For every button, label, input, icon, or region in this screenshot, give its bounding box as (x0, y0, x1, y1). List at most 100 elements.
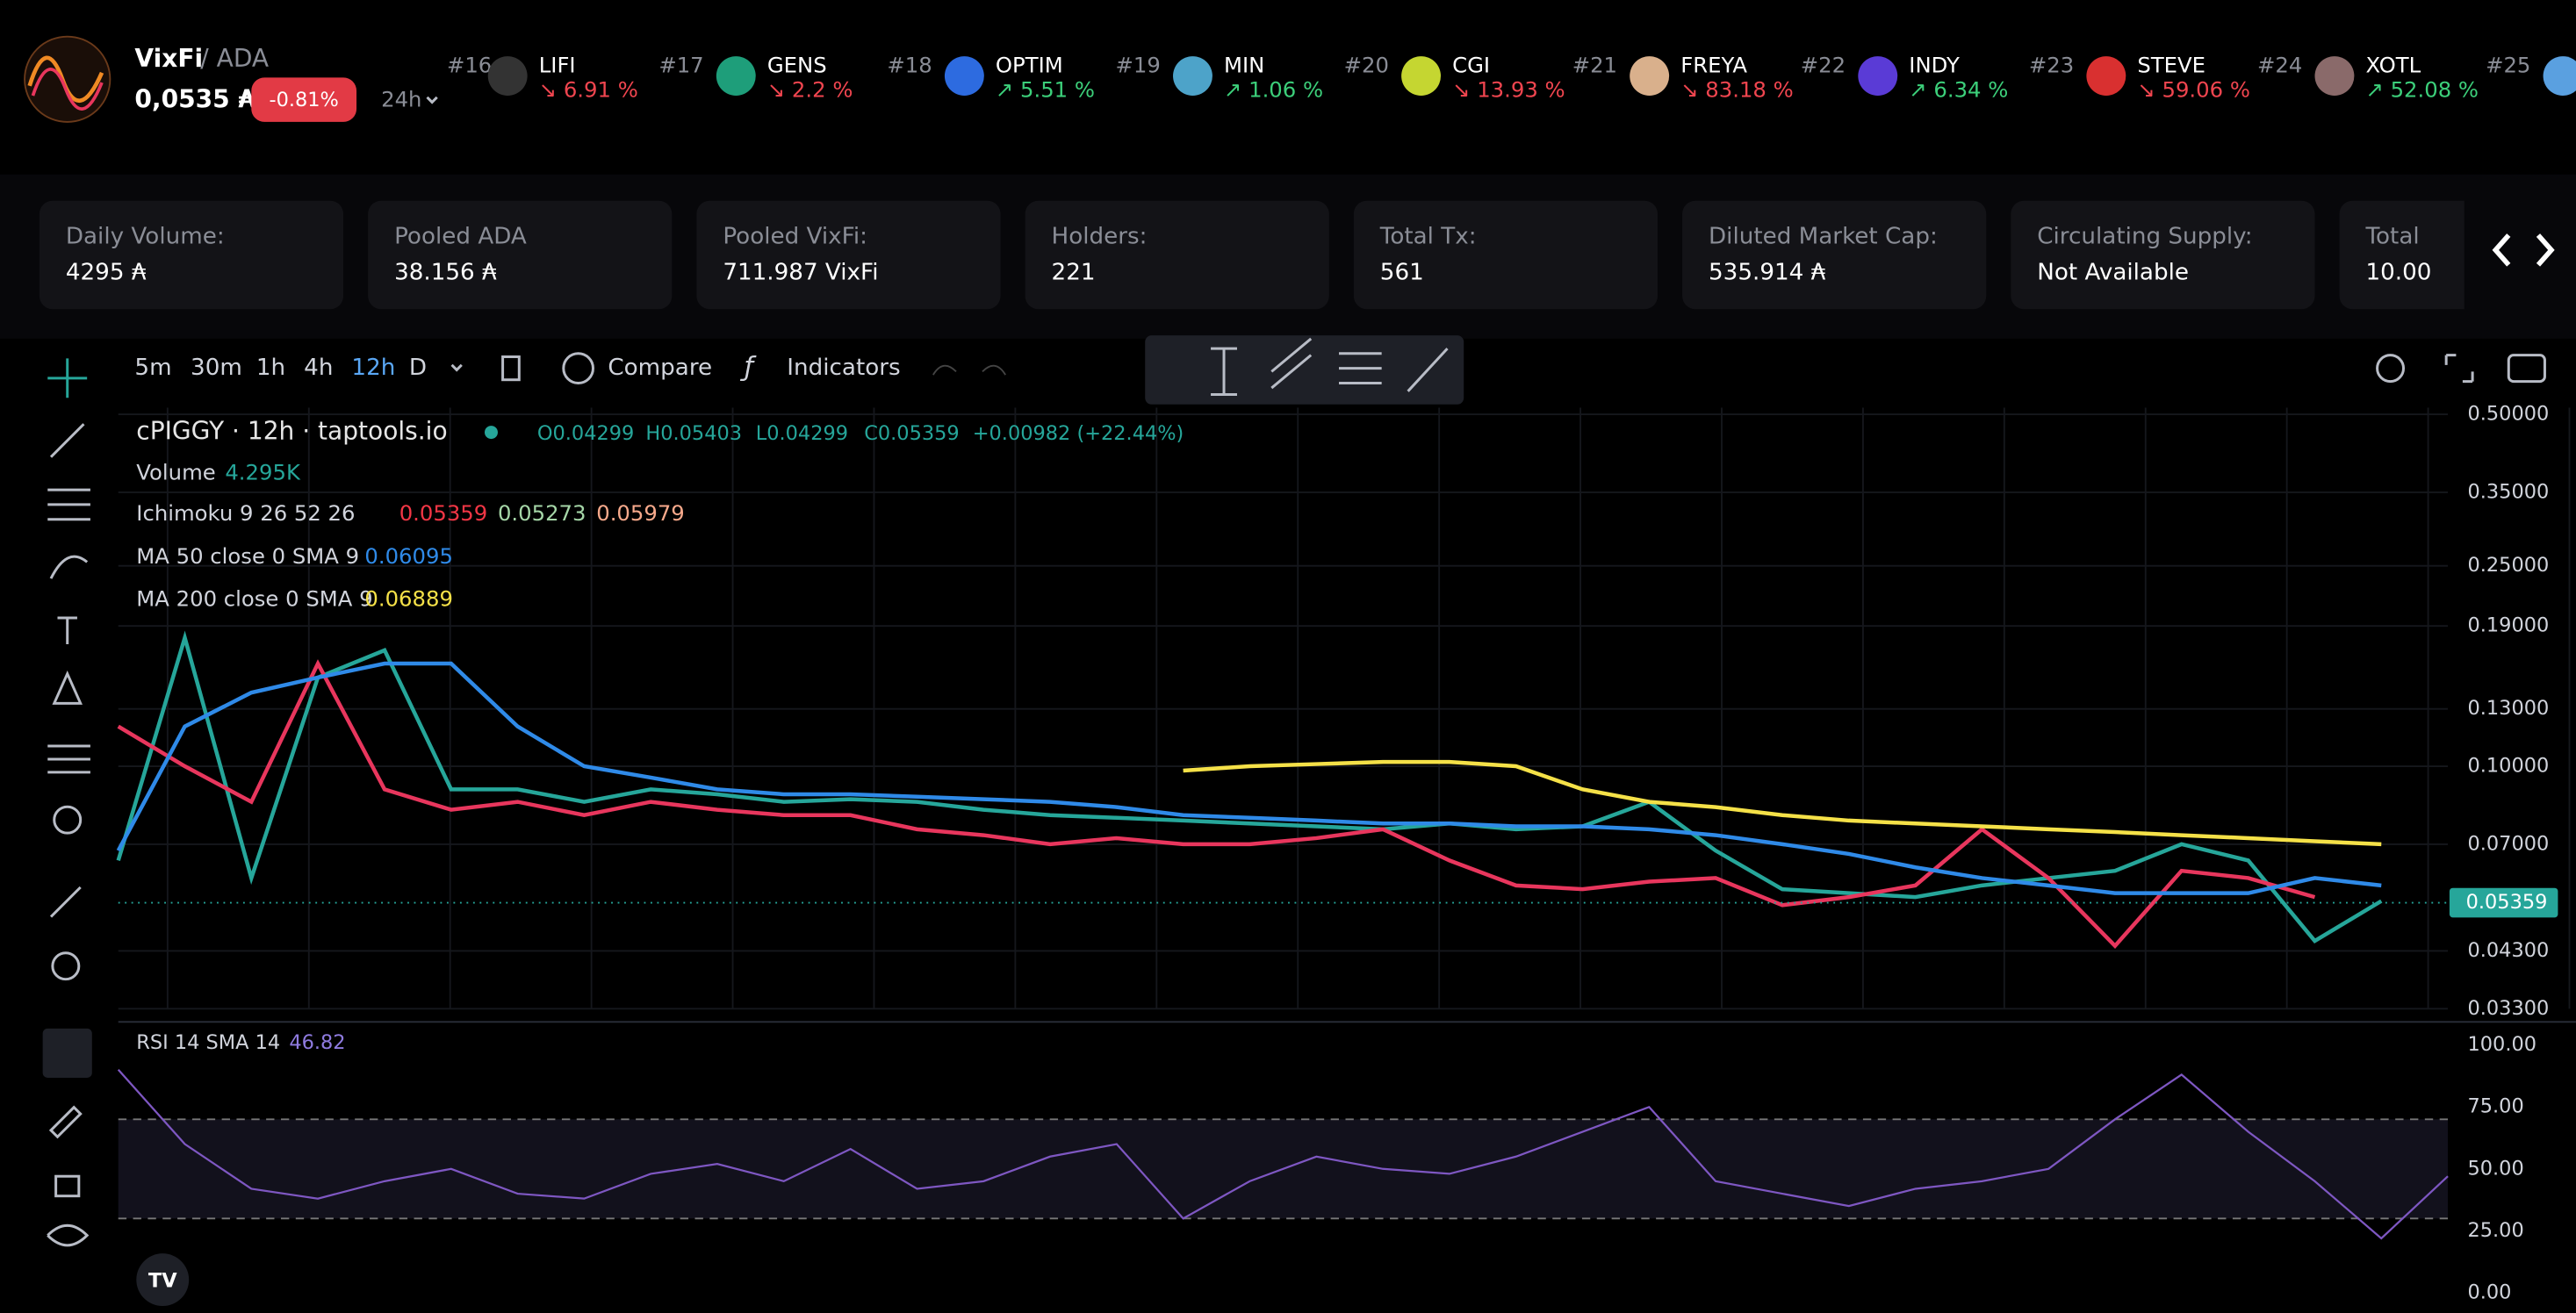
charts: 0.50000 0.35000 0.25000 0.19000 0.13000 0.100… (116, 403, 2571, 1304)
series-line (1183, 759, 2382, 847)
pair: / ADA (200, 44, 269, 73)
y-tick-label: 0.19000 (2468, 614, 2550, 637)
rsi-value: 46.82 (289, 1031, 345, 1054)
ticker-change: ↗ 5.51 % (996, 76, 1095, 102)
ticker-name[interactable]: INDY (1909, 52, 1960, 77)
series-line (117, 1069, 2449, 1240)
change-pill (251, 77, 357, 122)
interval-button[interactable]: 12h (351, 355, 395, 381)
ticker-change: ↘ 59.06 % (2137, 76, 2250, 102)
ticker-name[interactable]: FREYA (1680, 52, 1747, 77)
y-tick-label: 0.50000 (2468, 403, 2550, 426)
stat-label: Daily Volume: (66, 223, 225, 249)
ticker-change: ↗ 52.08 % (2365, 76, 2479, 102)
series-line (116, 630, 2383, 944)
y-tick-label: 0.07000 (2468, 832, 2550, 855)
stat-label: Pooled ADA (394, 223, 527, 249)
stats: Daily Volume: 4295 ₳ Pooled ADA 38.156 ₳ Poo… (39, 200, 2464, 310)
interval-select[interactable]: 24h (381, 87, 421, 112)
scroll-left[interactable] (2492, 233, 2511, 267)
chevron (426, 96, 438, 104)
ticker-change: ↘ 13.93 % (1452, 76, 1565, 102)
legend-name: MA 200 close 0 SMA 9 (136, 585, 372, 611)
ticker-change: ↘ 2.2 % (767, 76, 853, 102)
interval-button[interactable]: D (409, 355, 427, 381)
ohlc-value: O0.04299 (537, 422, 634, 445)
stat-label: Total (2364, 223, 2419, 249)
live-dot (484, 426, 498, 440)
stat-card (368, 200, 673, 310)
compare-icon[interactable] (562, 352, 594, 384)
ticker-rank: #25 (2486, 52, 2530, 77)
stat-value: 561 (1380, 260, 1424, 286)
stat-card (1025, 200, 1329, 310)
ticker-rank: #18 (887, 52, 932, 77)
interval-button[interactable]: 5m (134, 355, 171, 381)
interval-button[interactable]: 1h (256, 355, 285, 381)
chart-title: cPIGGY · 12h · taptools.io (136, 417, 447, 446)
legend-value: 4.295K (225, 459, 301, 484)
price-tag-label: 0.05359 (2466, 891, 2548, 914)
ohlc-value: L0.04299 (756, 422, 848, 445)
ticker-name[interactable]: STEVE (2137, 52, 2205, 77)
redo[interactable] (982, 364, 1006, 376)
ticker: #16 LIFI↘ 6.91 %#17 GENS↘ 2.2 %#18 OPTIM↗ 5… (447, 52, 2576, 102)
indicators-icon: ƒ (740, 352, 757, 383)
y-tick-label: 0.13000 (2468, 697, 2550, 720)
stat-value: 38.156 ₳ (394, 260, 497, 286)
ticker-name[interactable]: GENS (767, 52, 827, 77)
ticker-name[interactable]: XOTL (2365, 52, 2421, 77)
ticker-rank: #17 (658, 52, 703, 77)
legend-value: 0.06889 (364, 585, 453, 611)
ticker-icon (2543, 56, 2576, 96)
stat-label: Total Tx: (1379, 223, 1477, 249)
price: 0,0535 ₳ (134, 85, 255, 114)
y-tick-label: 50.00 (2468, 1157, 2524, 1180)
stat-card (696, 200, 1001, 310)
stat-value: Not Available (2037, 260, 2189, 286)
ticker-name[interactable]: CGI (1452, 52, 1490, 77)
candle-icon[interactable] (501, 355, 521, 382)
ticker-change: ↘ 83.18 % (1680, 76, 1794, 102)
stat-card (2011, 200, 2315, 310)
stat-value: 221 (1052, 260, 1096, 286)
rsi-title: RSI 14 SMA 14 (136, 1031, 280, 1054)
ticker-icon (1858, 56, 1898, 96)
svg-text:TV: TV (148, 1269, 177, 1292)
y-tick-label: 0.00 (2468, 1281, 2512, 1304)
interval-button[interactable]: 4h (304, 355, 333, 381)
ticker-rank: #24 (2257, 52, 2302, 77)
y-tick-label: 75.00 (2468, 1095, 2524, 1118)
ticker-icon (944, 56, 984, 96)
ticker-rank: #21 (1572, 52, 1617, 77)
ticker-rank: #22 (1801, 52, 1846, 77)
legend-value: 0.05359 (399, 500, 488, 526)
price-change: -0.81% (269, 89, 338, 111)
stat-label: Diluted Market Cap: (1709, 223, 1938, 249)
interval-button[interactable]: 30m (191, 355, 242, 381)
scroll-right[interactable] (2536, 233, 2555, 267)
ticker-icon (1630, 56, 1670, 96)
ticker-name[interactable]: MIN (1224, 52, 1264, 77)
undo[interactable] (932, 364, 957, 376)
ticker-rank: #16 (447, 52, 492, 77)
right-tools (2376, 354, 2546, 384)
compare-button[interactable]: Compare (608, 355, 712, 381)
ticker-change: ↗ 6.34 % (1909, 76, 2008, 102)
left-tools: TV (42, 358, 190, 1307)
token-name: VixFi (134, 44, 203, 73)
stat-label: Holders: (1052, 223, 1148, 249)
ticker-rank: #20 (1344, 52, 1389, 77)
stat-card (1353, 200, 1659, 310)
ticker-name[interactable]: LIFI (539, 52, 576, 77)
y-tick-label: 0.25000 (2468, 554, 2550, 577)
stat-value: 10.00 (2365, 260, 2431, 286)
legend-value: 0.06095 (364, 543, 453, 569)
price-tag (2449, 887, 2558, 918)
indicators-button[interactable]: Indicators (787, 355, 900, 381)
ticker-change: ↘ 6.91 % (539, 76, 638, 102)
chevron (450, 363, 463, 372)
series-line (116, 661, 2382, 895)
ticker-name[interactable]: OPTIM (996, 52, 1063, 77)
